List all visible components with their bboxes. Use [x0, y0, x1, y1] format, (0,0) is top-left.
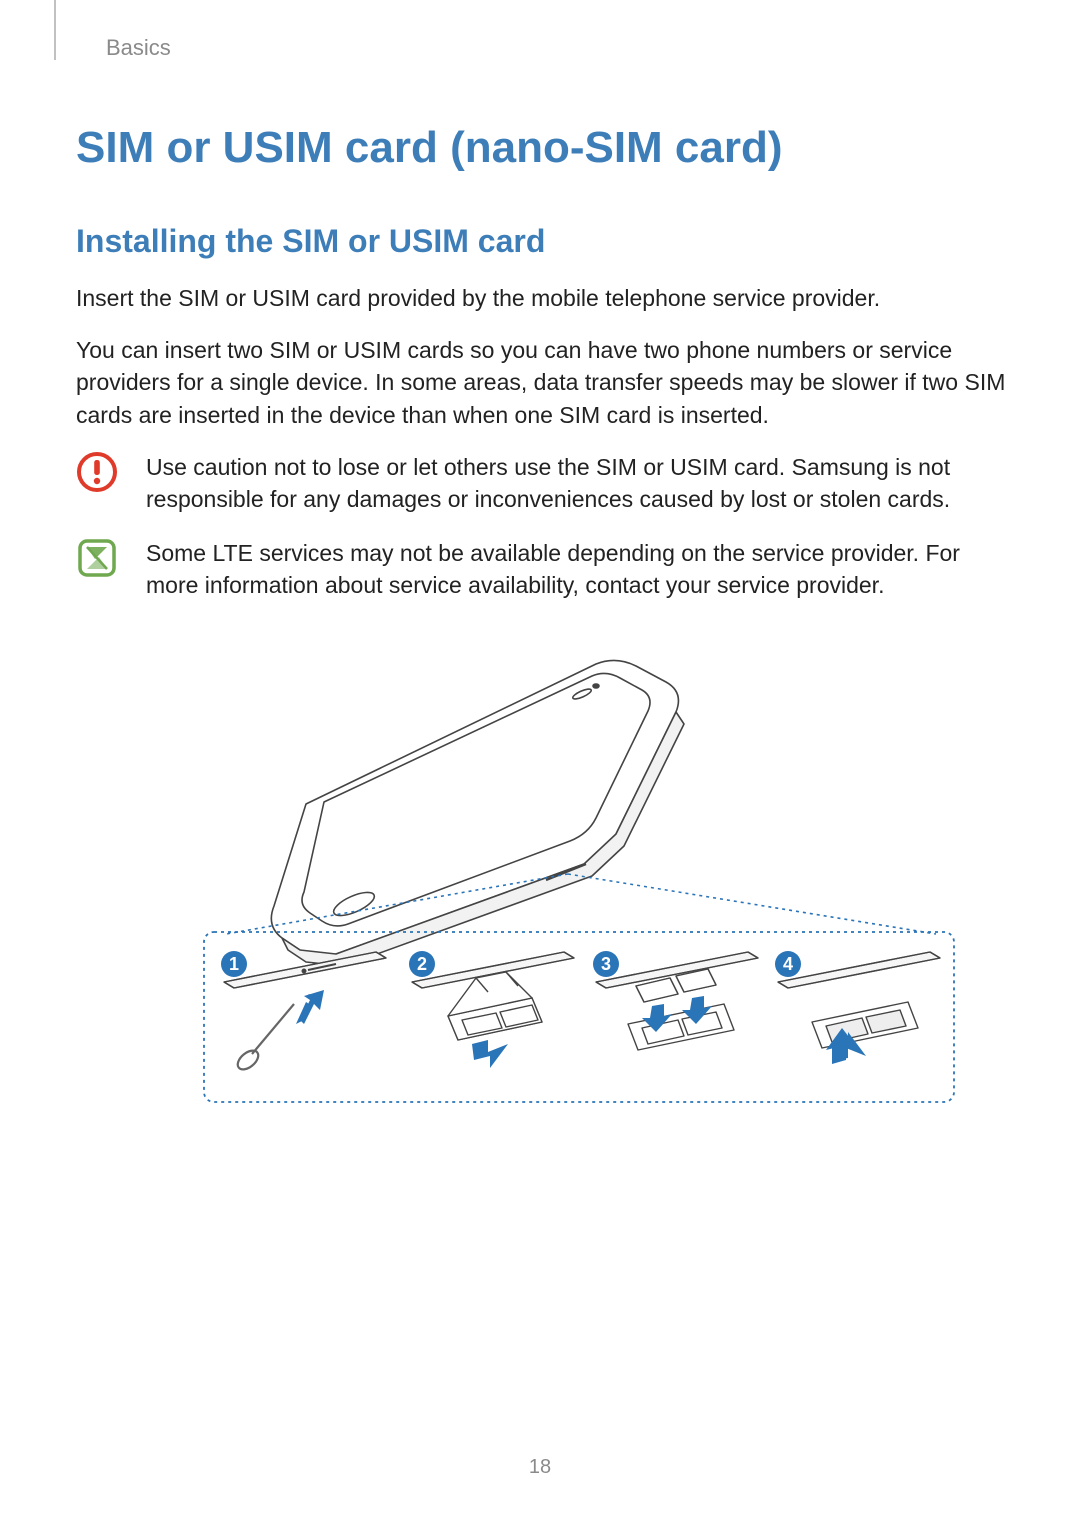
step-badge-2: 2: [417, 954, 427, 974]
body-paragraph: Insert the SIM or USIM card provided by …: [76, 282, 1010, 314]
section-heading: Installing the SIM or USIM card: [76, 223, 1010, 260]
caution-icon: [76, 451, 118, 493]
step-3-diagram: [596, 952, 758, 1050]
caution-callout: Use caution not to lose or let others us…: [76, 451, 1010, 515]
sim-install-svg: 1 2 3 4: [76, 624, 1016, 1124]
sim-install-figure: 1 2 3 4: [76, 624, 1010, 1129]
step-badge-1: 1: [229, 954, 239, 974]
note-text: Some LTE services may not be available d…: [146, 537, 1010, 601]
page-title: SIM or USIM card (nano-SIM card): [76, 123, 1010, 173]
step-badge-4: 4: [783, 954, 793, 974]
note-callout: Some LTE services may not be available d…: [76, 537, 1010, 601]
step-2-diagram: [412, 952, 574, 1068]
page-number: 18: [0, 1456, 1080, 1479]
note-icon: [76, 537, 118, 579]
caution-text: Use caution not to lose or let others us…: [146, 451, 1010, 515]
breadcrumb: Basics: [106, 35, 1010, 61]
header-side-rule: [54, 0, 56, 60]
step-4-diagram: [778, 952, 940, 1064]
step-badge-3: 3: [601, 954, 611, 974]
step-1-diagram: [224, 952, 386, 1073]
body-paragraph: You can insert two SIM or USIM cards so …: [76, 334, 1010, 431]
